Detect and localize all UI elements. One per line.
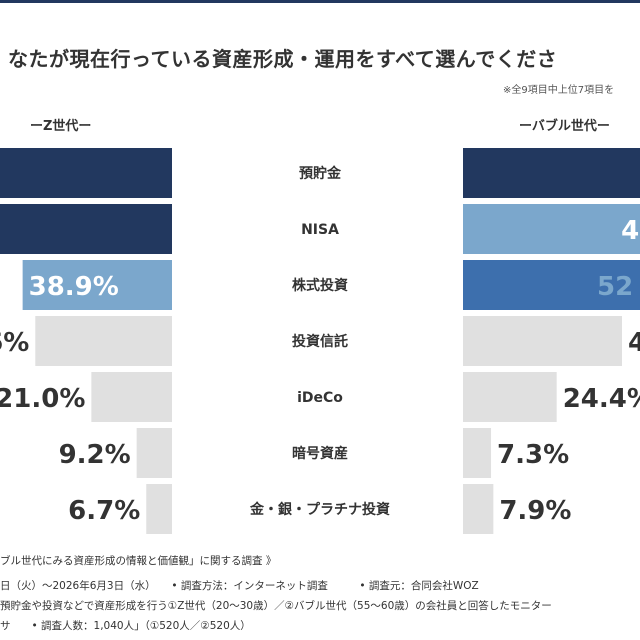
value-label: 9.2% xyxy=(59,440,131,470)
right-bar xyxy=(463,316,622,366)
right-bar xyxy=(463,260,640,310)
value-label: 38.9% xyxy=(29,272,119,302)
value-label: 7.3% xyxy=(497,440,569,470)
category-label: NISA xyxy=(301,222,339,238)
right-group-label: ーバブル世代ー xyxy=(519,119,610,134)
left-bar xyxy=(0,204,172,254)
category-label: 暗号資産 xyxy=(292,445,348,462)
left-bar xyxy=(22,260,173,310)
left-bar xyxy=(146,484,172,534)
value-label: 49. xyxy=(621,216,640,246)
top-accent-line xyxy=(0,0,640,3)
footer-survey-target: 預貯金や投資などで資産形成を行う①Z世代（20〜30歳）／②バブル世代（55〜6… xyxy=(0,600,552,612)
category-label: 株式投資 xyxy=(292,277,348,294)
value-label: 6.7% xyxy=(68,496,140,526)
right-bar xyxy=(463,372,557,422)
footer-survey-count: サ • 調査人数：1,040人」（①520人／②520人） xyxy=(0,620,251,632)
left-bar xyxy=(136,428,172,478)
chart-note: ※全9項目中上位7項目を xyxy=(503,85,615,96)
left-bar xyxy=(0,148,172,198)
footer-survey-title: ブル世代にみる資産形成の情報と価値観」に関する調査 》 xyxy=(0,555,277,567)
value-label: 21.0% xyxy=(0,384,85,414)
left-bar xyxy=(35,316,172,366)
value-label: 7.9% xyxy=(499,496,571,526)
value-label: 24.4% xyxy=(563,384,640,414)
value-label: 35.6% xyxy=(0,328,29,358)
category-label: 金・銀・プラチナ投資 xyxy=(249,501,390,518)
footer-survey-period: 日（火）〜2026年6月3日（水） • 調査方法：インターネット調査 • 調査元… xyxy=(0,580,479,592)
left-bar xyxy=(91,372,172,422)
category-label: iDeCo xyxy=(297,390,343,406)
value-label: 41.4% xyxy=(628,328,640,358)
right-bar xyxy=(463,148,640,198)
right-bar xyxy=(463,484,494,534)
category-label: 投資信託 xyxy=(292,333,348,350)
chart-title: なたが現在行っている資産形成・運用をすべて選んでくださ xyxy=(8,47,558,71)
right-bar xyxy=(463,428,492,478)
left-group-label: ーZ世代ー xyxy=(30,119,92,134)
value-label: 52 xyxy=(597,272,633,302)
right-bar xyxy=(463,204,640,254)
category-label: 預貯金 xyxy=(299,165,342,182)
